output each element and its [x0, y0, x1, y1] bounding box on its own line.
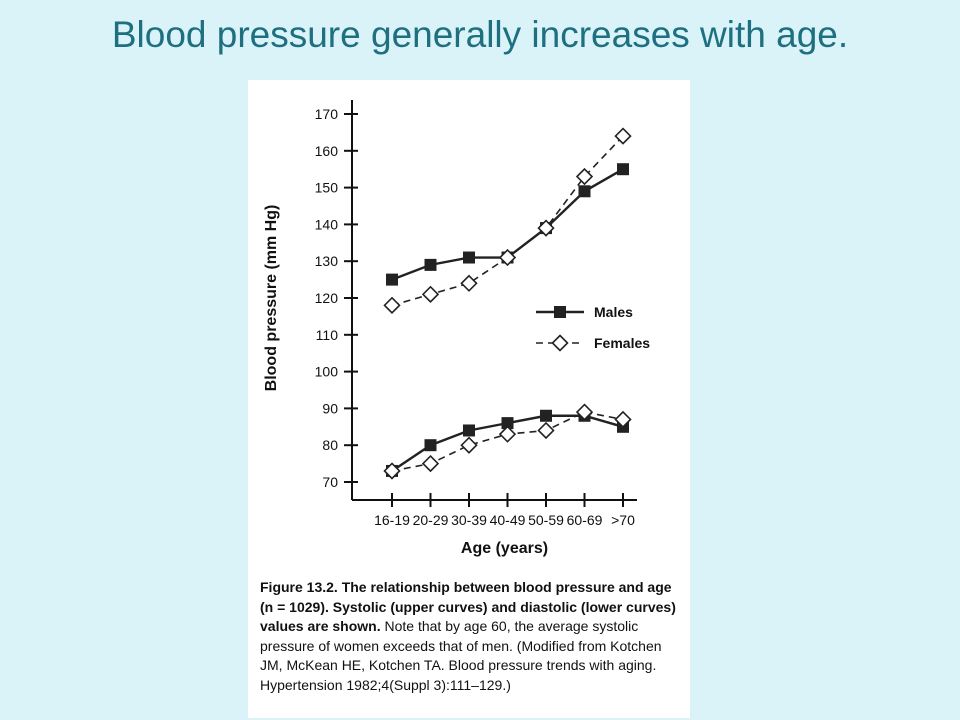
data-point-square: [578, 185, 591, 198]
series-females-diastolic: [383, 403, 632, 480]
data-point-diamond: [460, 274, 478, 292]
y-axis-title: Blood pressure (mm Hg): [263, 205, 280, 392]
data-point-diamond: [575, 403, 594, 421]
data-point-square: [617, 163, 629, 176]
series-line: [391, 135, 624, 307]
data-point-diamond: [551, 334, 569, 352]
blood-pressure-chart: 70 80 90 100 110 120 130 140 150 160 170 16-19 20-2…: [263, 100, 650, 557]
legend-item-males: Males: [536, 304, 633, 320]
legend-label: Females: [594, 335, 650, 351]
series-males-systolic: [386, 163, 629, 286]
data-point-diamond: [421, 285, 440, 303]
data-point-diamond: [537, 219, 555, 237]
series-males-diastolic: [386, 409, 629, 477]
y-tick-label: 160: [315, 143, 339, 159]
y-tick-label: 140: [315, 216, 339, 232]
data-point-diamond: [421, 454, 440, 473]
x-tick-label: 30-39: [451, 512, 487, 528]
caption-summary: The relationship between blood pressure …: [260, 579, 676, 634]
data-point-diamond: [383, 296, 401, 314]
data-point-square: [463, 251, 475, 264]
data-point-square: [424, 258, 437, 271]
data-point-diamond: [614, 410, 632, 429]
x-tick-label: 50-59: [528, 512, 564, 528]
data-point-diamond: [498, 425, 517, 443]
chart-axes: [351, 100, 637, 501]
figure-caption: Figure 13.2. The relationship between bl…: [260, 578, 685, 695]
legend-label: Males: [594, 304, 633, 320]
data-point-diamond: [498, 248, 517, 267]
x-tick-label: 20-29: [413, 512, 449, 528]
data-point-diamond: [575, 167, 594, 186]
data-point-square: [386, 273, 398, 286]
series-layer: [383, 127, 632, 480]
data-point-square: [463, 424, 475, 437]
data-point-diamond: [460, 436, 478, 454]
y-tick-label: 70: [322, 474, 338, 490]
x-axis-title: Age (years): [461, 540, 548, 557]
y-tick-label: 170: [315, 106, 339, 122]
chart-legend: Males Females: [536, 304, 650, 352]
x-tick-label: >70: [611, 512, 635, 528]
y-tick-label: 130: [315, 253, 339, 269]
y-axis-ticks: 70 80 90 100 110 120 130 140 150 160 170: [315, 106, 358, 490]
y-tick-label: 120: [315, 290, 339, 306]
data-point-diamond: [614, 127, 632, 145]
series-females-systolic: [383, 127, 632, 314]
data-point-diamond: [383, 462, 401, 480]
data-point-square: [554, 306, 566, 318]
y-tick-label: 150: [315, 180, 339, 196]
slide-title: Blood pressure generally increases with …: [111, 14, 849, 55]
x-tick-label: 40-49: [490, 512, 526, 528]
y-tick-label: 90: [322, 400, 338, 416]
data-point-square: [424, 439, 437, 452]
y-tick-label: 100: [315, 364, 339, 380]
x-tick-label: 60-69: [567, 512, 603, 528]
caption-note: Note that by age 60, the average systoli…: [260, 618, 662, 693]
caption-label: Figure 13.2.: [260, 579, 338, 595]
y-tick-label: 80: [322, 437, 338, 453]
legend-item-females: Females: [536, 334, 650, 352]
data-point-diamond: [537, 421, 555, 440]
data-point-square: [540, 409, 552, 422]
figure-panel: 70 80 90 100 110 120 130 140 150 160 170 16-19 20-2…: [248, 80, 690, 718]
x-tick-label: 16-19: [374, 512, 410, 528]
x-axis-ticks: 16-19 20-29 30-39 40-49 50-59 60-69 >70: [374, 493, 635, 528]
y-tick-label: 110: [316, 327, 339, 343]
